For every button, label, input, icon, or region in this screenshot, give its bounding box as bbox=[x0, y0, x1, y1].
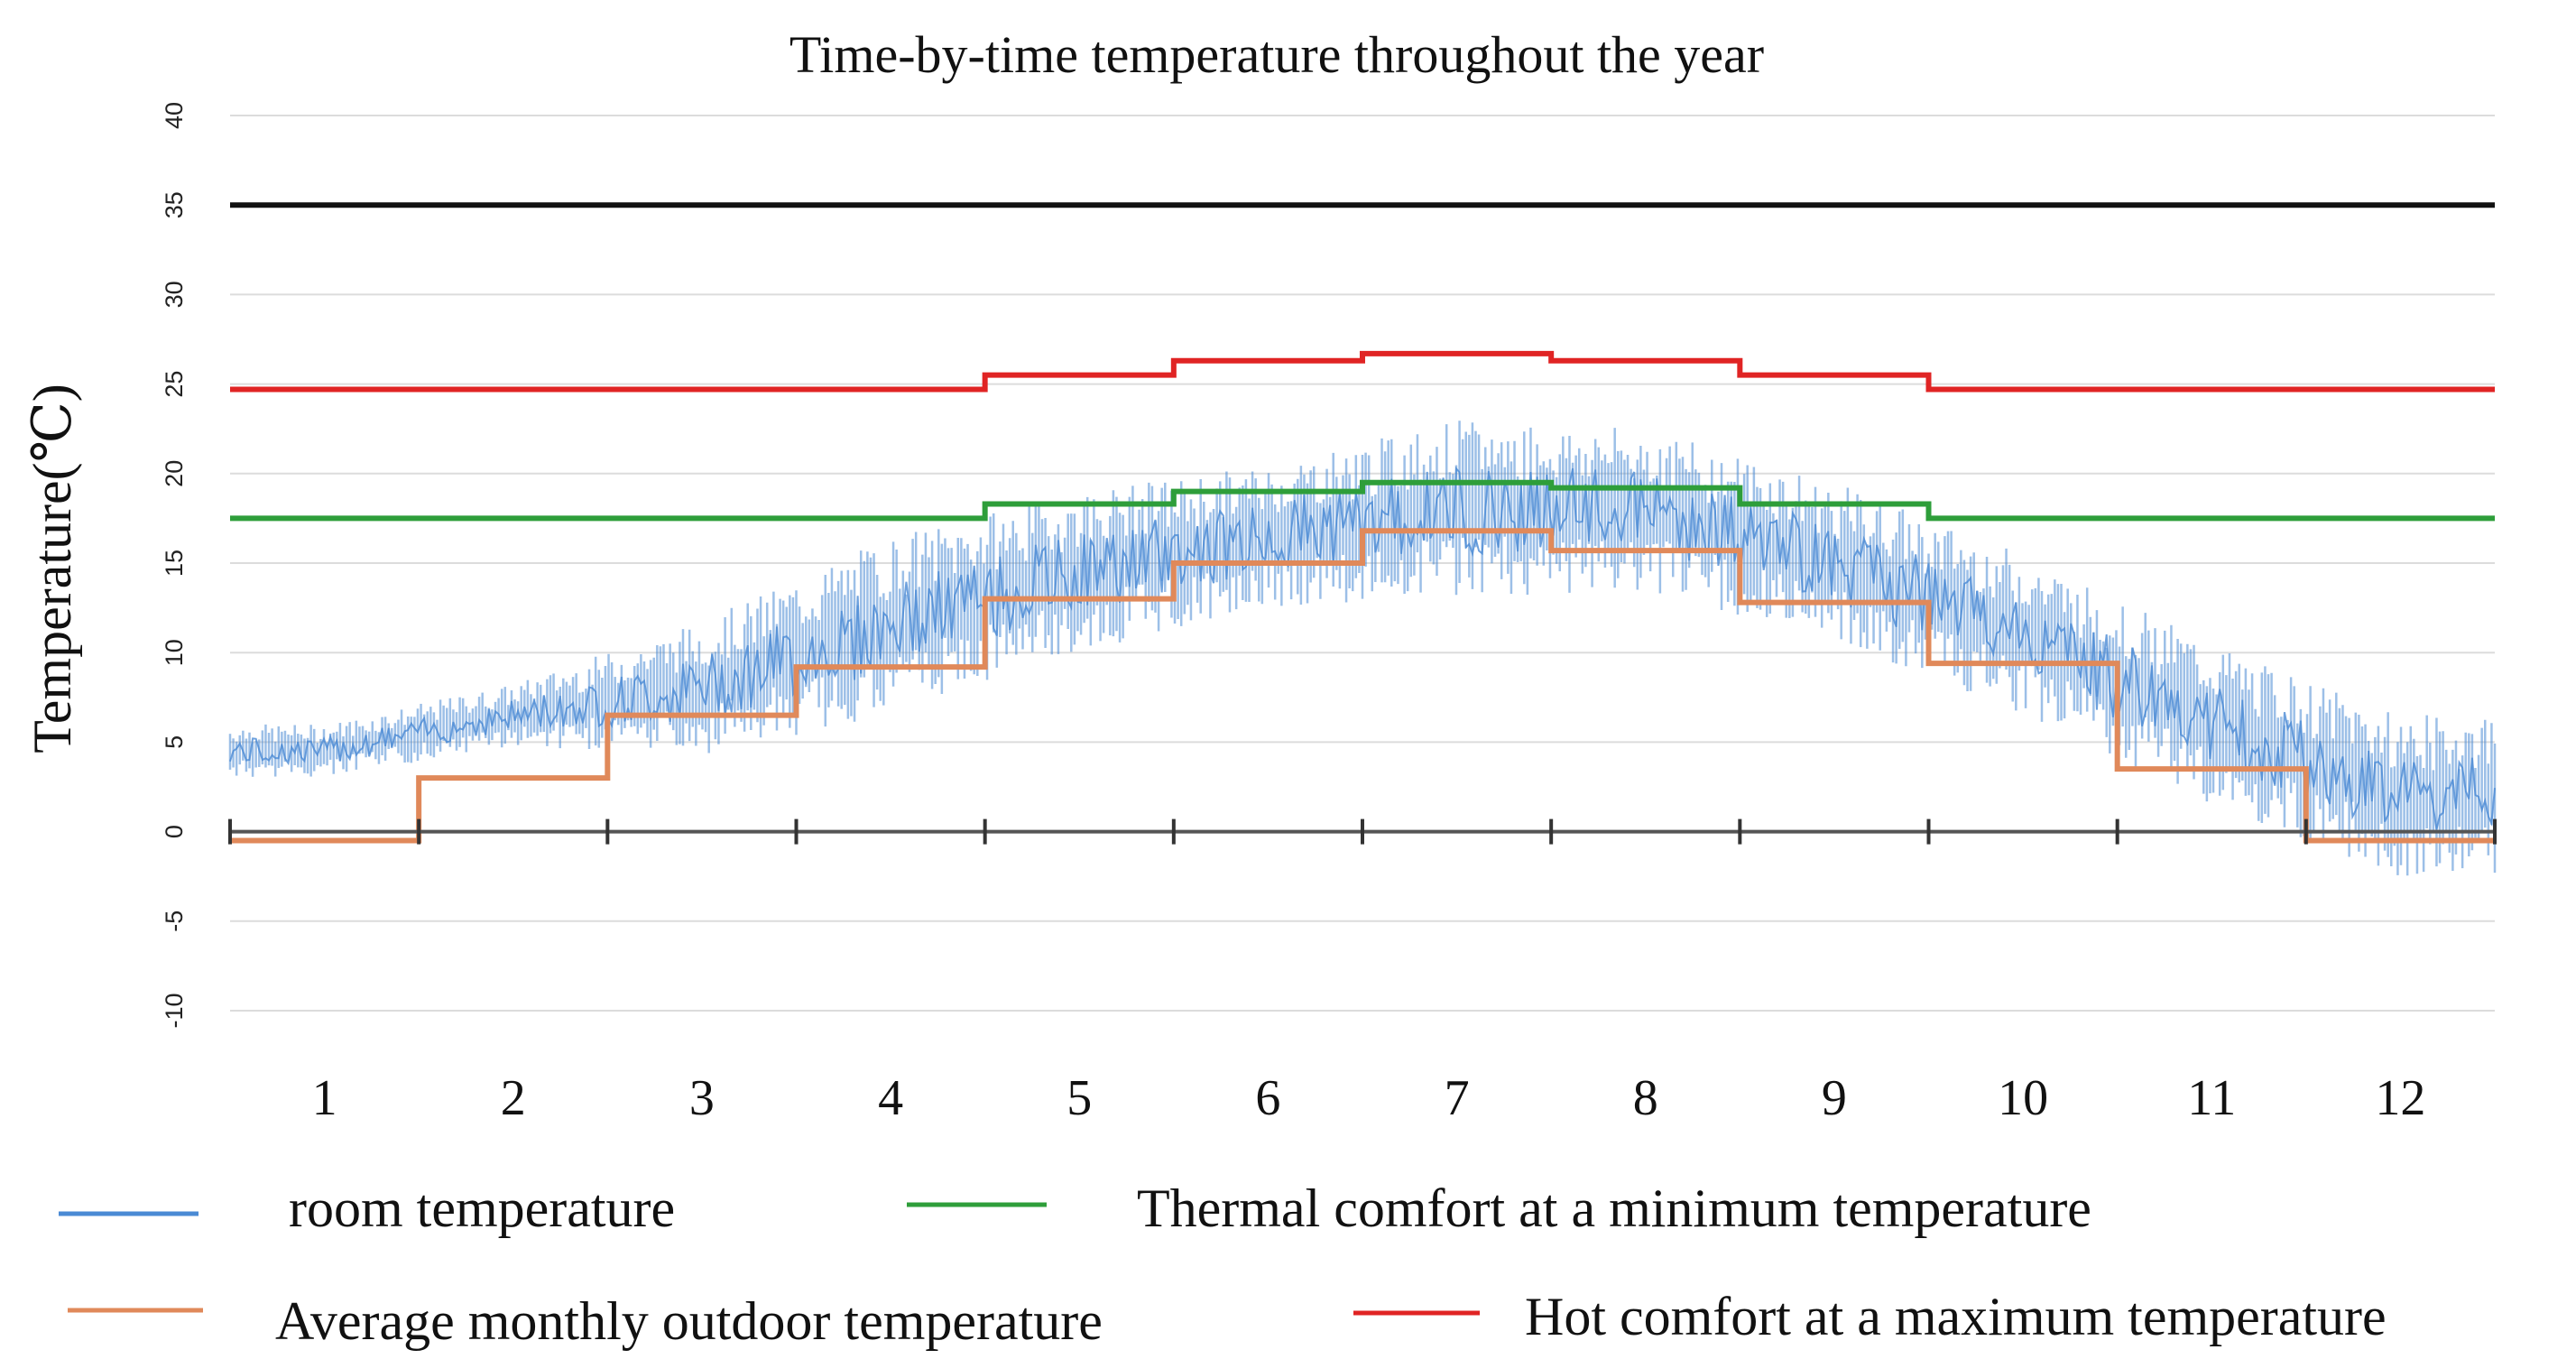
x-tick-label: 5 bbox=[1066, 1070, 1092, 1126]
legend-label: Thermal comfort at a minimum temperature bbox=[1137, 1179, 2091, 1238]
x-tick-label: 3 bbox=[689, 1070, 715, 1126]
legend-label: Hot comfort at a maximum temperature bbox=[1525, 1287, 2387, 1346]
x-tick-label: 1 bbox=[312, 1070, 337, 1126]
y-tick-label: 10 bbox=[161, 639, 188, 666]
x-tick-label: 7 bbox=[1445, 1070, 1470, 1126]
zero-axis bbox=[228, 818, 2497, 845]
x-axis-ticks: 1 2 3 4 5 6 7 8 9 10 11 12 bbox=[312, 1070, 2426, 1126]
y-tick-label: 20 bbox=[161, 460, 188, 487]
y-tick-label: 30 bbox=[161, 281, 188, 308]
chart-title: Time-by-time temperature throughout the … bbox=[789, 25, 1764, 84]
step-line-thermal-comfort-at-a-minimum-temperature bbox=[230, 479, 2495, 522]
y-axis-ticks: 40 35 30 25 20 15 10 5 0 -5 -10 bbox=[161, 102, 188, 1029]
step-line-average-monthly-outdoor-temperature bbox=[230, 528, 2495, 844]
step-line-hot-comfort-at-a-maximum-temperature bbox=[230, 350, 2495, 393]
y-axis-label: Temperature(℃) bbox=[23, 384, 82, 753]
y-tick-label: 40 bbox=[161, 102, 188, 129]
legend-label: Average monthly outdoor temperature bbox=[275, 1291, 1103, 1351]
x-tick-label: 4 bbox=[878, 1070, 903, 1126]
x-tick-label: 2 bbox=[501, 1070, 526, 1126]
x-tick-label: 9 bbox=[1822, 1070, 1847, 1126]
y-tick-label: 35 bbox=[161, 191, 188, 218]
y-tick-label: 0 bbox=[161, 825, 188, 838]
x-tick-label: 12 bbox=[2375, 1070, 2425, 1126]
y-tick-label: 5 bbox=[161, 735, 188, 749]
x-tick-label: 6 bbox=[1255, 1070, 1280, 1126]
legend: room temperature Thermal comfort at a min… bbox=[59, 1179, 2387, 1351]
y-tick-label: 15 bbox=[161, 550, 188, 577]
y-tick-label: -10 bbox=[161, 993, 188, 1028]
y-tick-label: 25 bbox=[161, 371, 188, 398]
step-series bbox=[230, 350, 2495, 844]
x-tick-label: 8 bbox=[1633, 1070, 1658, 1126]
y-tick-label: -5 bbox=[161, 911, 188, 932]
legend-label: room temperature bbox=[289, 1179, 675, 1238]
x-tick-label: 11 bbox=[2187, 1070, 2236, 1126]
x-tick-label: 10 bbox=[1998, 1070, 2048, 1126]
